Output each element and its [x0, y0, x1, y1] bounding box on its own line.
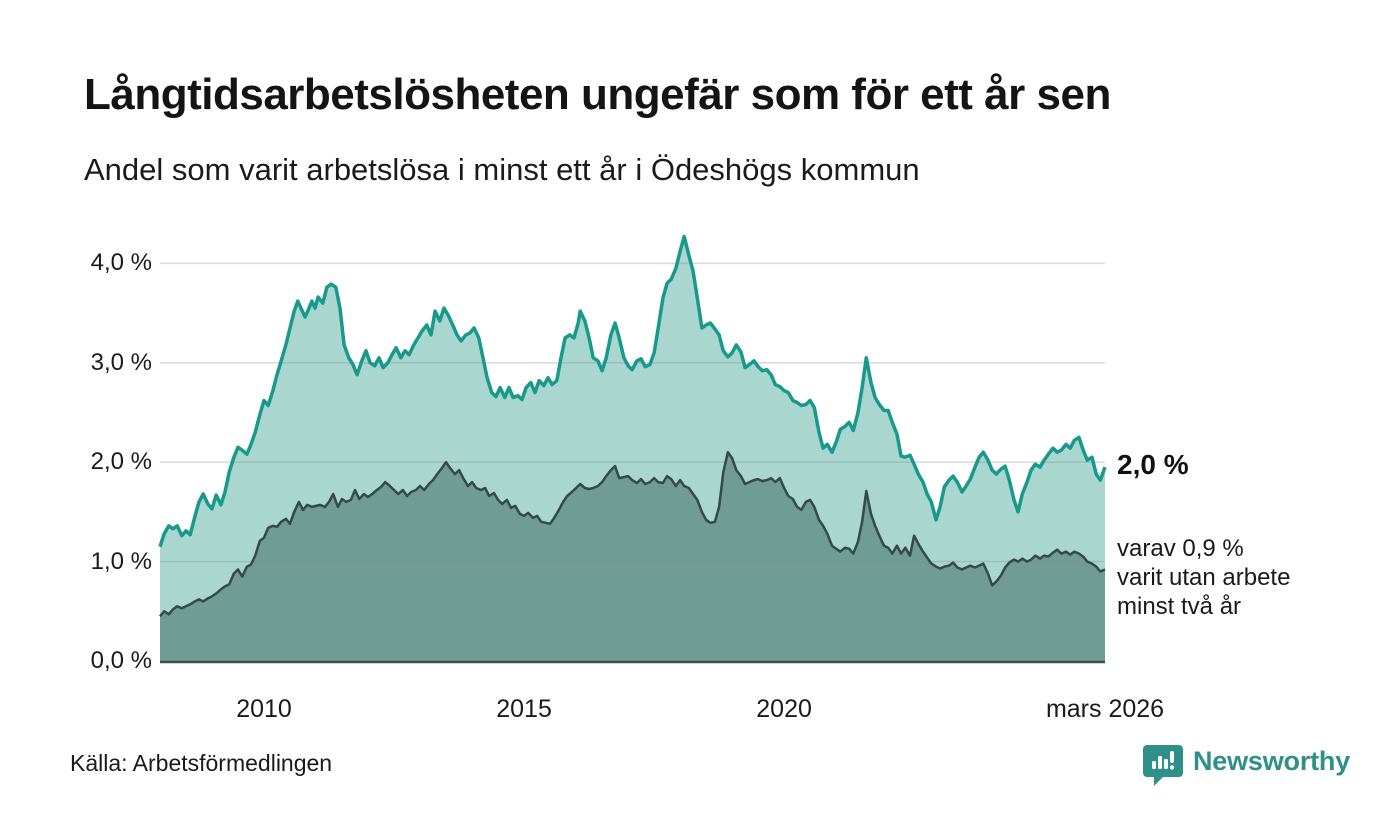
y-axis-tick-label: 4,0 %	[90, 249, 152, 277]
x-axis-tick-label: 2020	[756, 695, 812, 723]
logo-exclamation-dot	[1169, 765, 1175, 770]
x-axis-tick-label: mars 2026	[1045, 695, 1165, 723]
logo-bar-3	[1164, 759, 1168, 769]
logo-bar-2	[1158, 756, 1162, 769]
y-axis-tick-label: 1,0 %	[90, 547, 152, 575]
logo-bar-1	[1152, 761, 1156, 769]
newsworthy-brand: Newsworthy	[1143, 742, 1350, 791]
newsworthy-logo-icon	[1143, 742, 1183, 791]
x-axis-tick-label: 2010	[236, 695, 292, 723]
line-two-years	[159, 450, 1106, 618]
logo-exclamation-bar	[1170, 751, 1174, 763]
latest-value-annotation: 2,0 %	[1117, 449, 1189, 481]
secondary-annotation-line2: varit utan arbete	[1117, 563, 1291, 591]
secondary-annotation-line3: minst två år	[1117, 592, 1242, 620]
line-one-year	[158, 234, 1107, 548]
chart-subtitle: Andel som varit arbetslösa i minst ett å…	[84, 152, 920, 187]
secondary-annotation-line1: varav 0,9 %	[1117, 534, 1244, 562]
source-attribution: Källa: Arbetsförmedlingen	[70, 750, 333, 776]
secondary-series-annotation: varav 0,9 % varit utan arbete minst två …	[1117, 534, 1367, 621]
page-title: Långtidsarbetslösheten ungefär som för e…	[84, 70, 1111, 119]
brand-name: Newsworthy	[1193, 746, 1351, 776]
x-axis-tick-label: 2015	[496, 695, 552, 723]
y-axis-tick-label: 2,0 %	[90, 448, 152, 476]
logo-bubble-shape	[1143, 745, 1183, 786]
y-axis-tick-label: 0,0 %	[90, 647, 152, 674]
y-axis-tick-label: 3,0 %	[90, 348, 152, 376]
